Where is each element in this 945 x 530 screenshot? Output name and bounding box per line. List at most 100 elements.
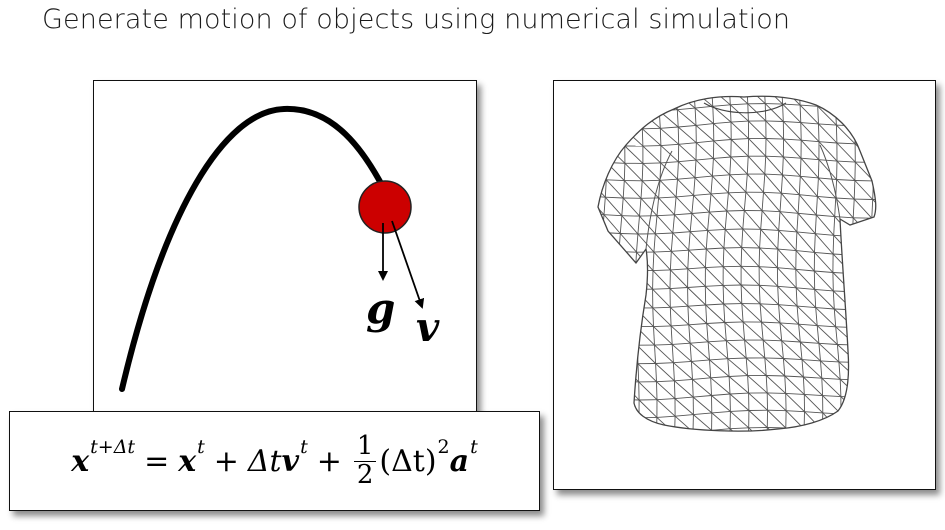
mesh-edge: [600, 268, 619, 289]
mesh-edge: [731, 138, 749, 140]
mesh-edge: [798, 176, 801, 195]
mesh-edge: [869, 273, 876, 292]
mesh-edge: [877, 414, 895, 415]
mesh-edge: [875, 361, 876, 363]
mesh-edge: [688, 324, 691, 344]
mesh-edge: [803, 376, 823, 396]
mesh-edge: [673, 360, 692, 364]
mesh-edge: [730, 427, 749, 430]
mesh-edge: [598, 230, 602, 251]
mesh-edge: [601, 434, 602, 452]
mesh-edge: [707, 212, 710, 231]
mesh-edge: [836, 344, 840, 362]
mesh-edge: [712, 88, 730, 89]
mesh-edge: [621, 399, 640, 401]
mesh-edge: [722, 266, 742, 286]
mesh-edge: [598, 359, 605, 381]
mesh-edge: [677, 107, 696, 111]
mesh-edge: [796, 213, 799, 232]
mesh-edge: [799, 158, 802, 177]
mesh-edge: [833, 234, 853, 256]
mesh-edge: [711, 393, 731, 396]
mesh-edge: [796, 287, 815, 290]
mesh-edge: [871, 107, 876, 126]
mesh-edge: [692, 448, 711, 450]
mesh-edge: [724, 322, 745, 341]
mesh-edge: [726, 210, 745, 212]
mesh-edge: [729, 375, 748, 377]
mesh-edge: [758, 285, 761, 304]
mesh-edge: [705, 303, 724, 306]
mesh-edge: [797, 213, 816, 234]
mesh-edge: [795, 250, 815, 272]
mesh-edge: [654, 233, 672, 252]
mesh-edge: [656, 381, 658, 400]
mesh-edge: [637, 417, 640, 432]
mesh-edge: [637, 363, 640, 382]
mesh-edge: [853, 327, 857, 346]
mesh-edge: [893, 414, 894, 432]
shirt-outline: [597, 95, 877, 432]
mesh-edge: [870, 290, 876, 293]
mesh-edge: [693, 177, 696, 196]
mesh-edge: [669, 306, 690, 326]
mesh-edge: [669, 251, 672, 270]
mesh-edge: [795, 287, 817, 308]
mesh-edge: [815, 307, 837, 328]
mesh-edge: [603, 214, 621, 234]
mesh-edge: [834, 216, 853, 237]
mesh-edge: [641, 110, 660, 112]
mesh-edge: [672, 231, 691, 234]
mesh-edge: [855, 345, 858, 363]
mesh-edge: [758, 266, 779, 287]
mesh-edge: [729, 392, 749, 395]
mesh-edge: [636, 344, 656, 364]
mesh-edge: [765, 103, 783, 105]
mesh-edge: [674, 449, 693, 451]
mesh-edge: [709, 359, 730, 377]
mesh-edge: [821, 377, 842, 397]
mesh-edge: [839, 378, 860, 398]
mesh-edge: [603, 398, 622, 418]
cloth-simulation-panel: [553, 80, 936, 490]
mesh-edge: [730, 120, 749, 123]
mesh-edge: [598, 96, 605, 111]
mesh-edge: [852, 309, 873, 328]
mesh-edge: [814, 251, 834, 255]
mesh-edge: [839, 379, 842, 397]
mesh-edge: [854, 180, 874, 200]
mesh-edge: [798, 324, 801, 343]
mesh-edge: [840, 431, 857, 449]
mesh-edge: [674, 380, 694, 398]
velocity-label: v: [416, 304, 440, 351]
mesh-edge: [875, 362, 876, 380]
mesh-edge: [741, 303, 762, 323]
shirt-mesh-lines: [587, 87, 895, 452]
mesh-edge: [724, 229, 743, 248]
mesh-edge: [603, 415, 622, 418]
mesh-edge: [798, 323, 818, 327]
mesh-edge: [803, 428, 822, 432]
mesh-edge: [642, 163, 661, 181]
mesh-edge: [781, 192, 800, 196]
velocity-arrow: [391, 220, 425, 309]
mesh-edge: [619, 417, 622, 432]
mesh-edge: [822, 429, 841, 432]
trajectory-curve: [119, 105, 387, 392]
mesh-edge: [871, 309, 876, 328]
mesh-edge: [587, 179, 588, 196]
mesh-edge: [796, 305, 818, 326]
mesh-edge: [869, 255, 876, 274]
mesh-edge: [724, 321, 744, 323]
mesh-edge: [729, 87, 747, 88]
mesh-edge: [695, 123, 714, 126]
mesh-edge: [619, 233, 637, 253]
mesh-edge: [671, 344, 674, 363]
mesh-edge: [691, 213, 708, 231]
mesh-edge: [767, 392, 786, 394]
mesh-edge: [781, 96, 784, 105]
mesh-edge: [601, 342, 621, 364]
mesh-edge: [656, 214, 675, 217]
mesh-edge: [691, 211, 710, 214]
mesh-edge: [820, 360, 839, 363]
